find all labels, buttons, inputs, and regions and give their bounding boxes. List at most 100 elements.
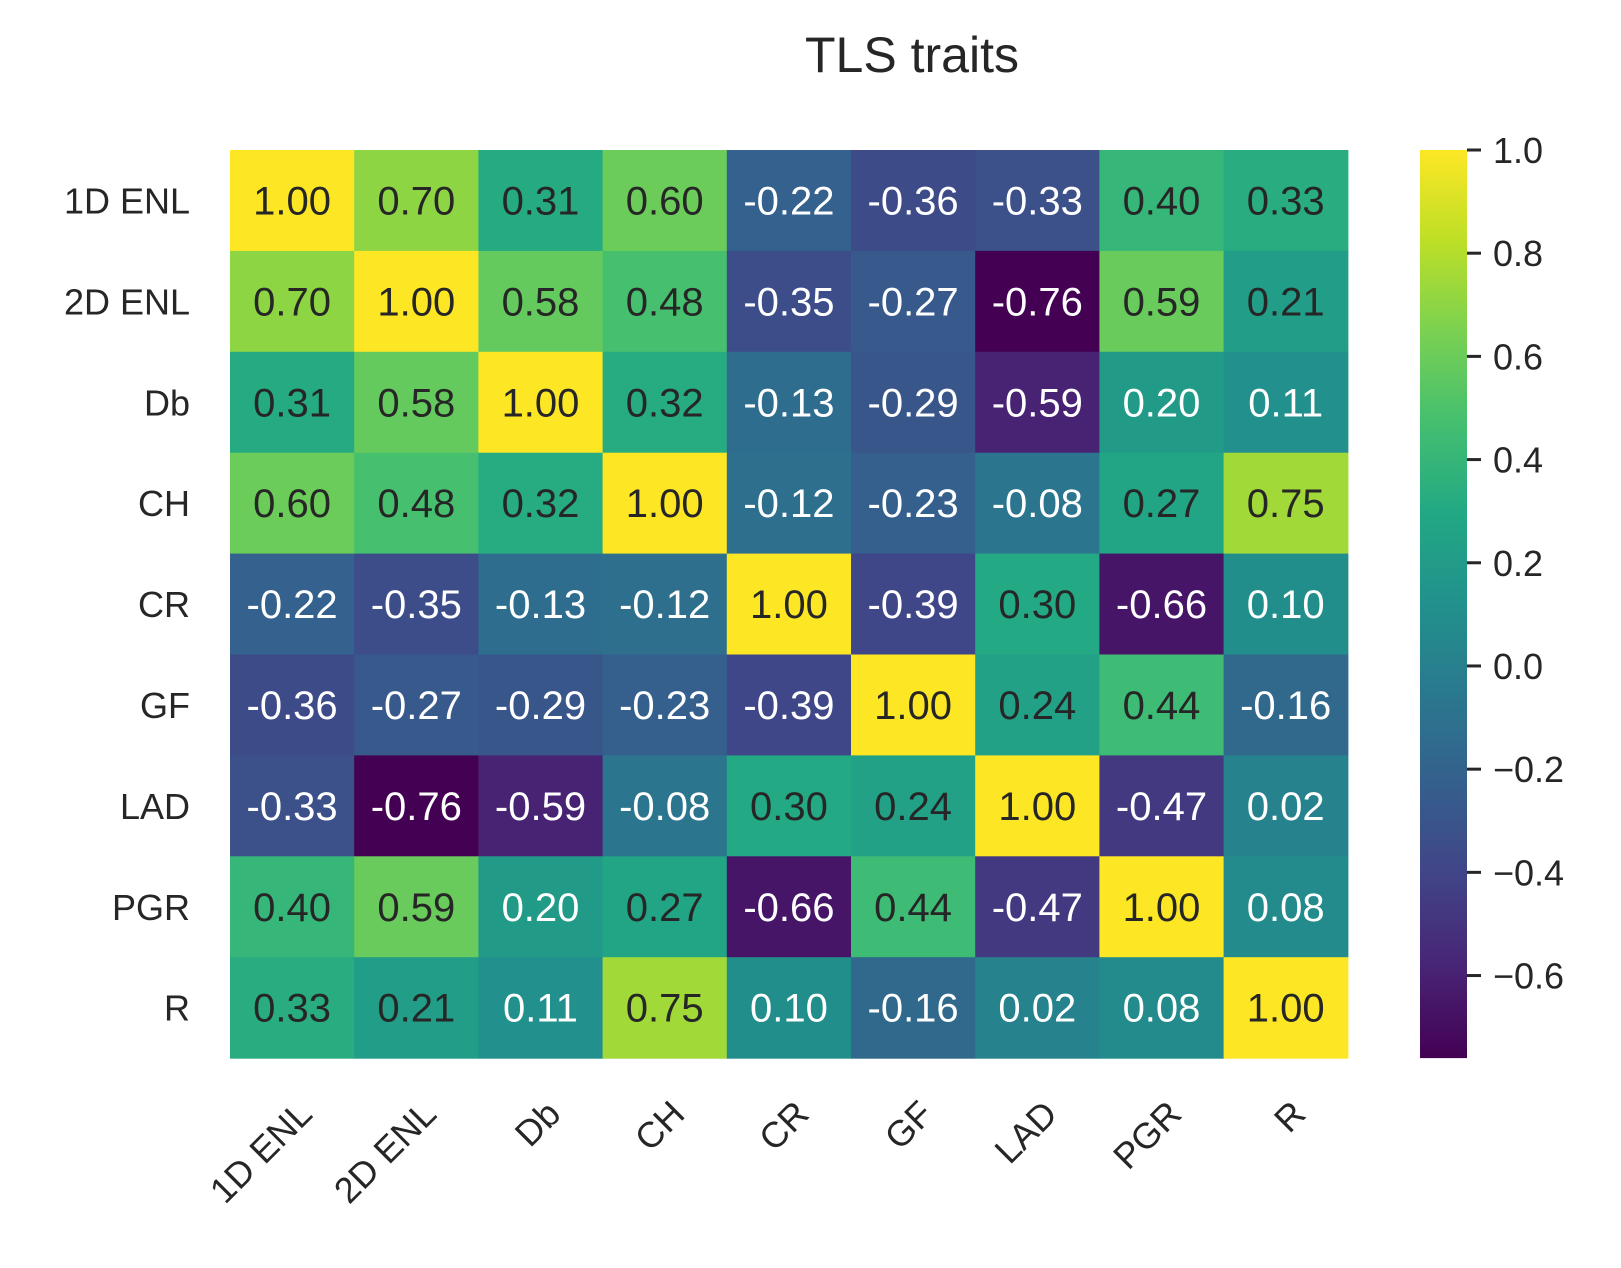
colorbar-tick-label: −0.6: [1493, 956, 1564, 997]
heatmap-cell: [726, 452, 852, 555]
heatmap-cell: [230, 351, 355, 454]
cell-value-label: -0.22: [743, 179, 834, 223]
cell-value-label: -0.29: [868, 381, 959, 425]
cell-value-label: 1.00: [1123, 886, 1201, 930]
row-label: Db: [144, 382, 190, 423]
cell-value-label: 0.10: [1247, 583, 1325, 627]
heatmap-cell: [478, 553, 604, 656]
heatmap-cell: [851, 452, 976, 555]
cell-value-label: -0.36: [247, 684, 338, 728]
heatmap-cell: [726, 957, 852, 1059]
heatmap-cell: [975, 755, 1100, 857]
cell-value-label: 0.70: [253, 280, 331, 324]
cell-value-label: -0.22: [247, 583, 338, 627]
heatmap-cell: [230, 654, 355, 756]
heatmap-cell: [478, 250, 604, 353]
heatmap-cell: [354, 150, 479, 252]
heatmap-cell: [602, 250, 728, 353]
cell-value-label: 0.60: [253, 482, 331, 526]
row-labels: 1D ENL 2D ENL Db CH CR GF LAD PGR R: [64, 180, 190, 1028]
heatmap-cell: [1223, 351, 1349, 454]
cell-value-label: 0.75: [626, 987, 704, 1031]
cell-value-label: 0.40: [253, 886, 331, 930]
cell-value-label: 0.20: [502, 886, 580, 930]
cell-value-label: -0.27: [868, 280, 959, 324]
cell-value-label: -0.27: [371, 684, 462, 728]
cell-value-label: -0.47: [992, 886, 1083, 930]
cell-value-label: -0.08: [619, 785, 710, 829]
cell-value-label: -0.66: [1116, 583, 1207, 627]
heatmap-cell: [230, 755, 355, 857]
heatmap-cell: [478, 856, 604, 958]
cell-value-label: 0.60: [626, 179, 704, 223]
cell-value-label: -0.39: [743, 684, 834, 728]
heatmap-cell: [975, 250, 1100, 353]
cell-value-label: 0.30: [998, 583, 1076, 627]
cell-value-label: 0.11: [503, 987, 578, 1031]
cell-value-label: -0.35: [371, 583, 462, 627]
heatmap-cell: [354, 654, 479, 756]
colorbar-tick-label: 0.6: [1493, 336, 1543, 377]
column-label: GF: [876, 1093, 940, 1157]
heatmap-cell: [478, 755, 604, 857]
cell-value-label: 1.00: [1247, 987, 1325, 1031]
heatmap-cell: [354, 755, 479, 857]
cell-value-label: 0.44: [1123, 684, 1201, 728]
heatmap-cell: [1099, 553, 1225, 656]
cell-value-label: -0.33: [992, 179, 1083, 223]
column-label: PGR: [1105, 1093, 1189, 1177]
heatmap-cell: [851, 553, 976, 656]
heatmap-cell: [602, 553, 728, 656]
heatmap-cell: [230, 452, 355, 555]
cell-value-label: -0.12: [743, 482, 834, 526]
heatmap-cell: [602, 755, 728, 857]
column-labels: 1D ENL 2D ENL Db CH CR GF LAD PGR R: [202, 1093, 1314, 1211]
cell-value-label: -0.23: [619, 684, 710, 728]
cell-value-label: 0.48: [377, 482, 455, 526]
heatmap-cell: [478, 957, 604, 1059]
row-label: CH: [138, 483, 190, 524]
heatmap-cell: [726, 654, 852, 756]
heatmap-cell: [602, 150, 728, 252]
heatmap-cell: [1099, 250, 1225, 353]
heatmap-cell: [975, 150, 1100, 252]
colorbar-tick-label: 0.0: [1493, 646, 1543, 687]
cell-value-label: 1.00: [626, 482, 704, 526]
column-label: CH: [627, 1093, 693, 1159]
cell-value-label: 0.08: [1247, 886, 1325, 930]
heatmap-cell: [1223, 150, 1349, 252]
heatmap-cell: [726, 755, 852, 857]
colorbar-tick-label: 0.2: [1493, 543, 1543, 584]
cell-value-label: -0.35: [743, 280, 834, 324]
heatmap-cell: [726, 150, 852, 252]
heatmap-cells: 1.00 0.70 0.31 0.60 -0.22 -0.36 -0.33 0.40 0.33 0…: [230, 150, 1349, 1059]
cell-value-label: -0.47: [1116, 785, 1207, 829]
heatmap-cell: [602, 957, 728, 1059]
heatmap-cell: [851, 957, 976, 1059]
cell-value-label: -0.36: [868, 179, 959, 223]
colorbar-tick-label: 0.4: [1493, 440, 1543, 481]
heatmap-cell: [975, 452, 1100, 555]
cell-value-label: 1.00: [874, 684, 952, 728]
cell-value-label: -0.16: [868, 987, 959, 1031]
cell-value-label: -0.12: [619, 583, 710, 627]
cell-value-label: 0.32: [502, 482, 580, 526]
row-label: LAD: [120, 786, 190, 827]
heatmap-cell: [1099, 654, 1225, 756]
cell-value-label: 0.58: [377, 381, 455, 425]
heatmap-cell: [851, 351, 976, 454]
column-label: R: [1266, 1093, 1313, 1140]
colorbar-tick-label: −0.2: [1493, 749, 1564, 790]
cell-value-label: 0.58: [502, 280, 580, 324]
heatmap-cell: [230, 250, 355, 353]
cell-value-label: 0.27: [626, 886, 704, 930]
heatmap-cell: [975, 553, 1100, 656]
cell-value-label: 0.10: [750, 987, 828, 1031]
chart-title: TLS traits: [805, 27, 1019, 83]
heatmap-cell: [726, 351, 852, 454]
heatmap-cell: [478, 150, 604, 252]
heatmap-cell: [1099, 150, 1225, 252]
cell-value-label: 1.00: [377, 280, 455, 324]
cell-value-label: 1.00: [750, 583, 828, 627]
cell-value-label: 0.31: [253, 381, 331, 425]
